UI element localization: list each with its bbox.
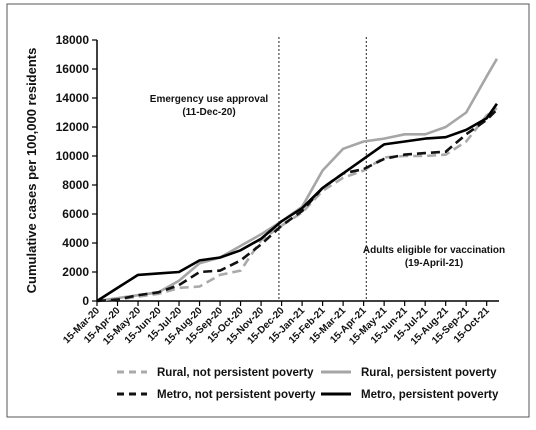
series-line: [96, 103, 498, 303]
y-tick-label: 14000: [56, 91, 90, 105]
y-tick-label: 2000: [62, 265, 89, 279]
annotation-layer: Emergency use approval (11-Dec-20) Adults …: [150, 94, 505, 269]
legend-label: Metro, persistent poverty: [361, 389, 499, 401]
legend-label: Rural, not persistent poverty: [157, 367, 314, 379]
annotation-text: Adults eligible for vaccination: [363, 245, 505, 256]
y-tick-label: 0: [82, 294, 89, 308]
y-tick-label: 6000: [62, 207, 89, 221]
legend-label: Rural, persistent poverty: [361, 367, 497, 379]
chart-border: [6, 3, 530, 418]
y-tick-label: 8000: [62, 178, 89, 192]
annotation-text: (11-Dec-20): [182, 107, 235, 118]
series-line: [96, 108, 498, 303]
y-tick-label: 16000: [56, 62, 90, 76]
annotation-text: (19-April-21): [405, 258, 463, 269]
legend: Rural, not persistent poverty Rural, pers…: [117, 367, 499, 401]
y-axis-label: Cumulative cases per 100,000 residents: [24, 48, 39, 294]
series-layer: [96, 58, 499, 303]
legend-label: Metro, not persistent poverty: [157, 389, 316, 401]
y-tick-label: 4000: [62, 236, 89, 250]
y-tick-label: 10000: [56, 149, 90, 163]
y-tick-label: 12000: [56, 120, 90, 134]
annotation-text: Emergency use approval: [150, 94, 269, 105]
y-tick-label: 18000: [56, 33, 90, 47]
